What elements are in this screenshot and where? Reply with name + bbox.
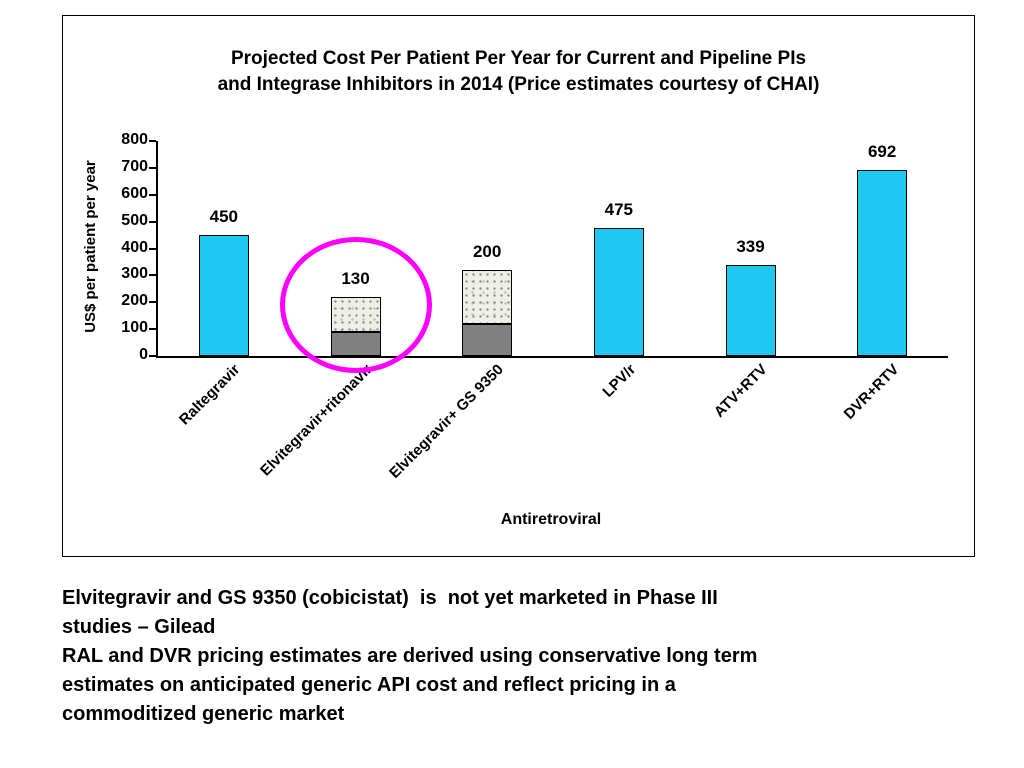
- category-label: LPV/r: [599, 361, 639, 401]
- y-tick-mark: [149, 140, 156, 142]
- y-tick-mark: [149, 274, 156, 277]
- plot-area: 0100200300400500600700800450Raltegravir9…: [121, 131, 948, 482]
- category-label: Raltegravir: [176, 361, 244, 429]
- y-tick-label: 500: [121, 211, 148, 229]
- y-tick-mark: [149, 328, 156, 331]
- footnote-text: Elvitegravir and GS 9350 (cobicistat) is…: [62, 587, 758, 725]
- highlight-ellipse: [279, 237, 432, 373]
- category-label: DVR+RTV: [840, 361, 903, 423]
- y-tick-mark: [149, 220, 156, 223]
- y-tick-mark: [149, 193, 156, 196]
- bar-value-label: 692: [867, 142, 897, 162]
- y-tick-label: 600: [121, 184, 148, 202]
- bar-value-label: 450: [209, 207, 239, 227]
- y-tick-label: 800: [121, 131, 148, 148]
- y-tick-label: 100: [121, 319, 148, 337]
- bar-segment-cyan: [725, 264, 776, 356]
- chart-frame: Projected Cost Per Patient Per Year for …: [62, 15, 975, 557]
- bar-segment-cyan: [198, 235, 249, 356]
- category-label: Elvitegravir+ GS 9350: [386, 361, 508, 482]
- y-tick-label: 0: [139, 346, 148, 363]
- bar-segment-cyan: [857, 170, 908, 356]
- y-tick-label: 200: [121, 292, 148, 310]
- y-tick-mark: [149, 166, 156, 169]
- y-tick-label: 400: [121, 238, 148, 256]
- y-tick-mark: [149, 301, 156, 304]
- bar-value-label: 475: [604, 200, 634, 220]
- y-tick-label: 300: [121, 265, 148, 283]
- bar-segment-gray: [462, 323, 513, 356]
- chart-title: Projected Cost Per Patient Per Year for …: [217, 48, 820, 95]
- bar-value-label: 339: [736, 236, 765, 256]
- y-tick-mark: [149, 355, 156, 357]
- y-tick-label: 700: [121, 157, 148, 175]
- bar-value-label: 200: [472, 242, 502, 261]
- category-label: Elvitegravir+ritonavir: [257, 361, 376, 480]
- x-axis-title: Antiretroviral: [500, 511, 602, 528]
- bar-segment-cyan: [593, 228, 644, 356]
- y-tick-mark: [149, 247, 156, 250]
- category-label: ATV+RTV: [710, 361, 771, 421]
- bar-segment-speckled: [462, 270, 513, 324]
